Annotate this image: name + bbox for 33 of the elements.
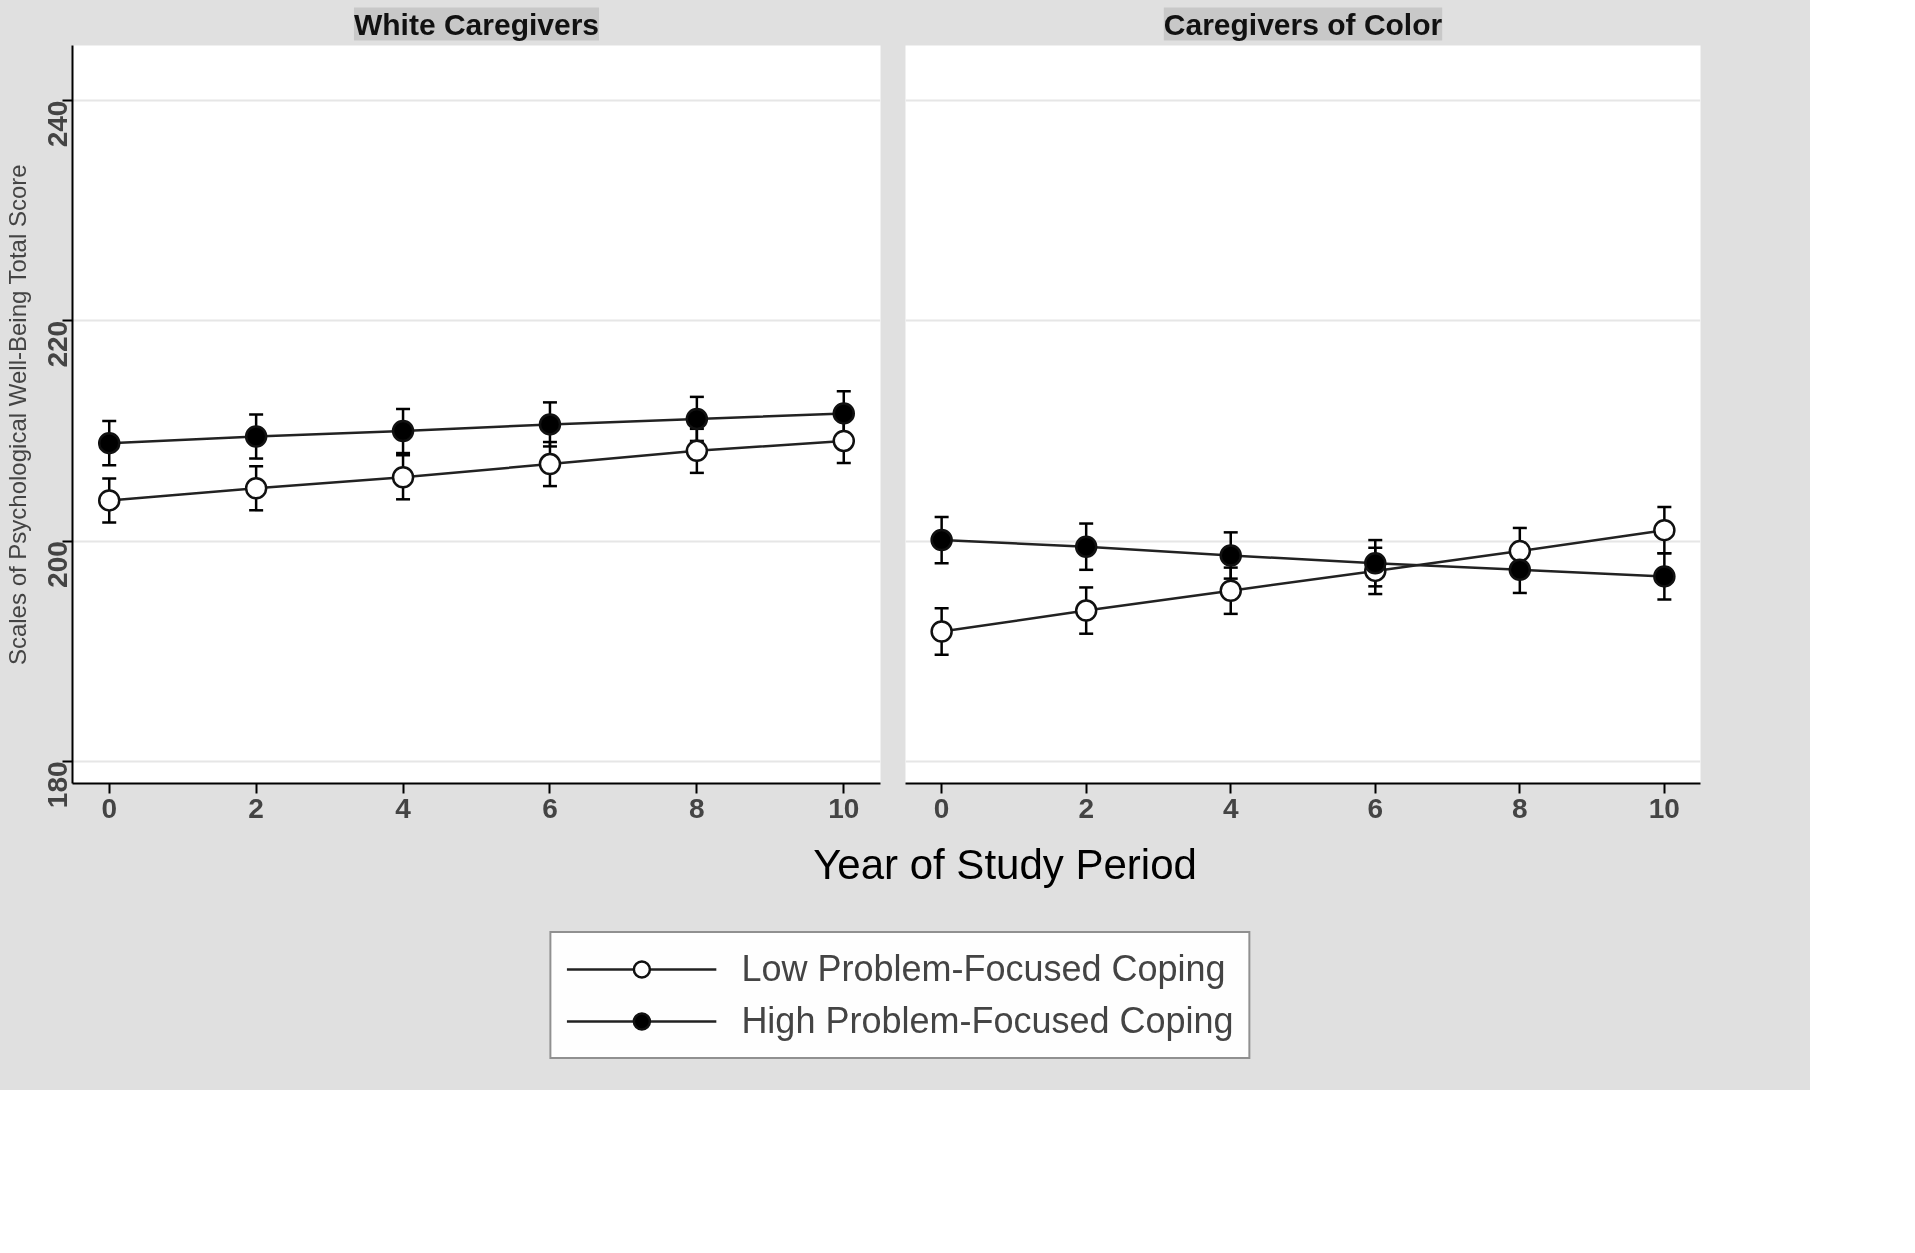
point — [1074, 599, 1098, 622]
point — [1364, 551, 1387, 575]
point — [1653, 518, 1676, 542]
point — [930, 620, 953, 643]
chart-title: White Caregivers — [353, 7, 600, 41]
x-tick-label: 10 — [1648, 792, 1680, 824]
point — [1508, 539, 1532, 563]
point — [1074, 535, 1098, 558]
y-tick-label: 220 — [42, 320, 73, 368]
x-tick-label: 8 — [689, 792, 705, 824]
point — [1508, 558, 1532, 582]
point — [1219, 544, 1242, 567]
x-tick-label: 4 — [395, 792, 412, 824]
legend-label: Low Problem-Focused Coping — [741, 948, 1226, 990]
x-tick-label: 10 — [828, 792, 860, 824]
y-tick-label: 200 — [42, 541, 73, 588]
chart-title: Caregivers of Color — [1163, 7, 1443, 41]
x-tick-label: 0 — [933, 792, 950, 824]
y-tick-label: 180 — [42, 761, 73, 809]
y-tick-label: 240 — [42, 100, 73, 148]
x-tick-label: 6 — [1367, 792, 1384, 824]
x-tick-label: 2 — [248, 792, 264, 824]
x-tick-label: 2 — [1078, 792, 1094, 824]
x-tick-label: 4 — [1222, 792, 1239, 824]
x-tick-label: 6 — [542, 792, 558, 824]
point — [1653, 565, 1676, 588]
y-axis-title: Scales of Psychological Well-Being Total Score — [3, 164, 31, 666]
point — [930, 528, 953, 552]
legend-label: High Problem-Focused Coping — [741, 1000, 1234, 1042]
x-tick-label: 8 — [1512, 792, 1528, 824]
x-axis-title: Year of Study Period — [813, 840, 1197, 890]
point — [1219, 579, 1242, 602]
x-tick-label: 0 — [101, 792, 118, 824]
